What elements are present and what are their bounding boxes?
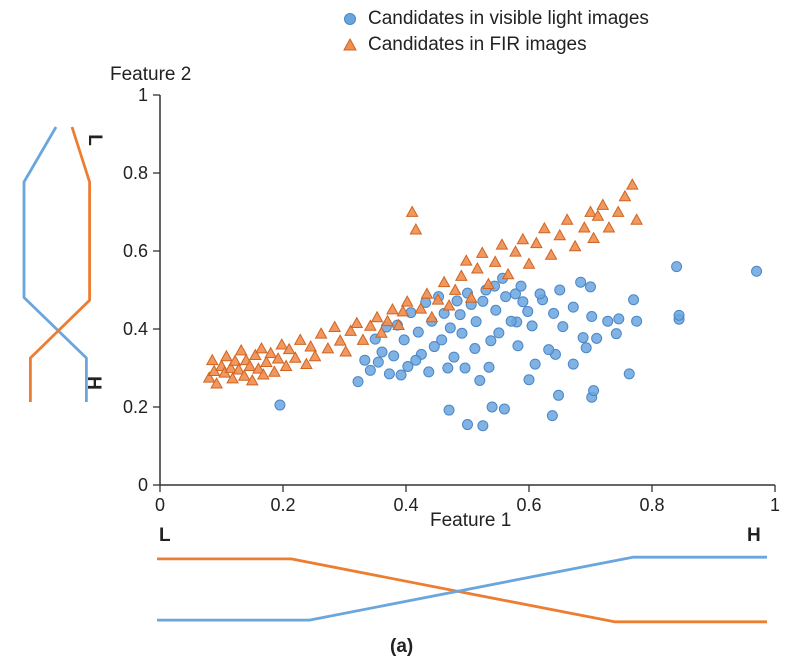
- svg-text:0: 0: [138, 475, 148, 495]
- fuzzy-y-H-label: H: [82, 376, 104, 390]
- figure: Candidates in visible light images Candi…: [0, 0, 799, 661]
- svg-text:0.4: 0.4: [393, 495, 418, 515]
- svg-text:0.8: 0.8: [123, 163, 148, 183]
- fuzzy-y-diagram: [14, 125, 98, 404]
- subfigure-label: (a): [390, 636, 413, 658]
- svg-text:0.2: 0.2: [123, 397, 148, 417]
- svg-text:0.2: 0.2: [270, 495, 295, 515]
- svg-text:0.6: 0.6: [123, 241, 148, 261]
- svg-text:1: 1: [770, 495, 780, 515]
- svg-text:0.6: 0.6: [516, 495, 541, 515]
- svg-text:0.8: 0.8: [639, 495, 664, 515]
- svg-text:0: 0: [155, 495, 165, 515]
- fuzzy-y-L-label: L: [83, 134, 105, 146]
- fuzzy-x-diagram: [155, 545, 769, 634]
- fuzzy-x-L-label: L: [159, 525, 171, 547]
- axis-group: 0 0.2 0.4 0.6 0.8 1 0 0.2 0.4 0.6 0.8 1: [123, 85, 780, 515]
- fuzzy-x-H-label: H: [747, 525, 761, 547]
- scatter-plot: 0 0.2 0.4 0.6 0.8 1 0 0.2 0.4 0.6 0.8 1: [0, 0, 799, 540]
- svg-text:1: 1: [138, 85, 148, 105]
- svg-text:0.4: 0.4: [123, 319, 148, 339]
- visible-series: [275, 262, 762, 431]
